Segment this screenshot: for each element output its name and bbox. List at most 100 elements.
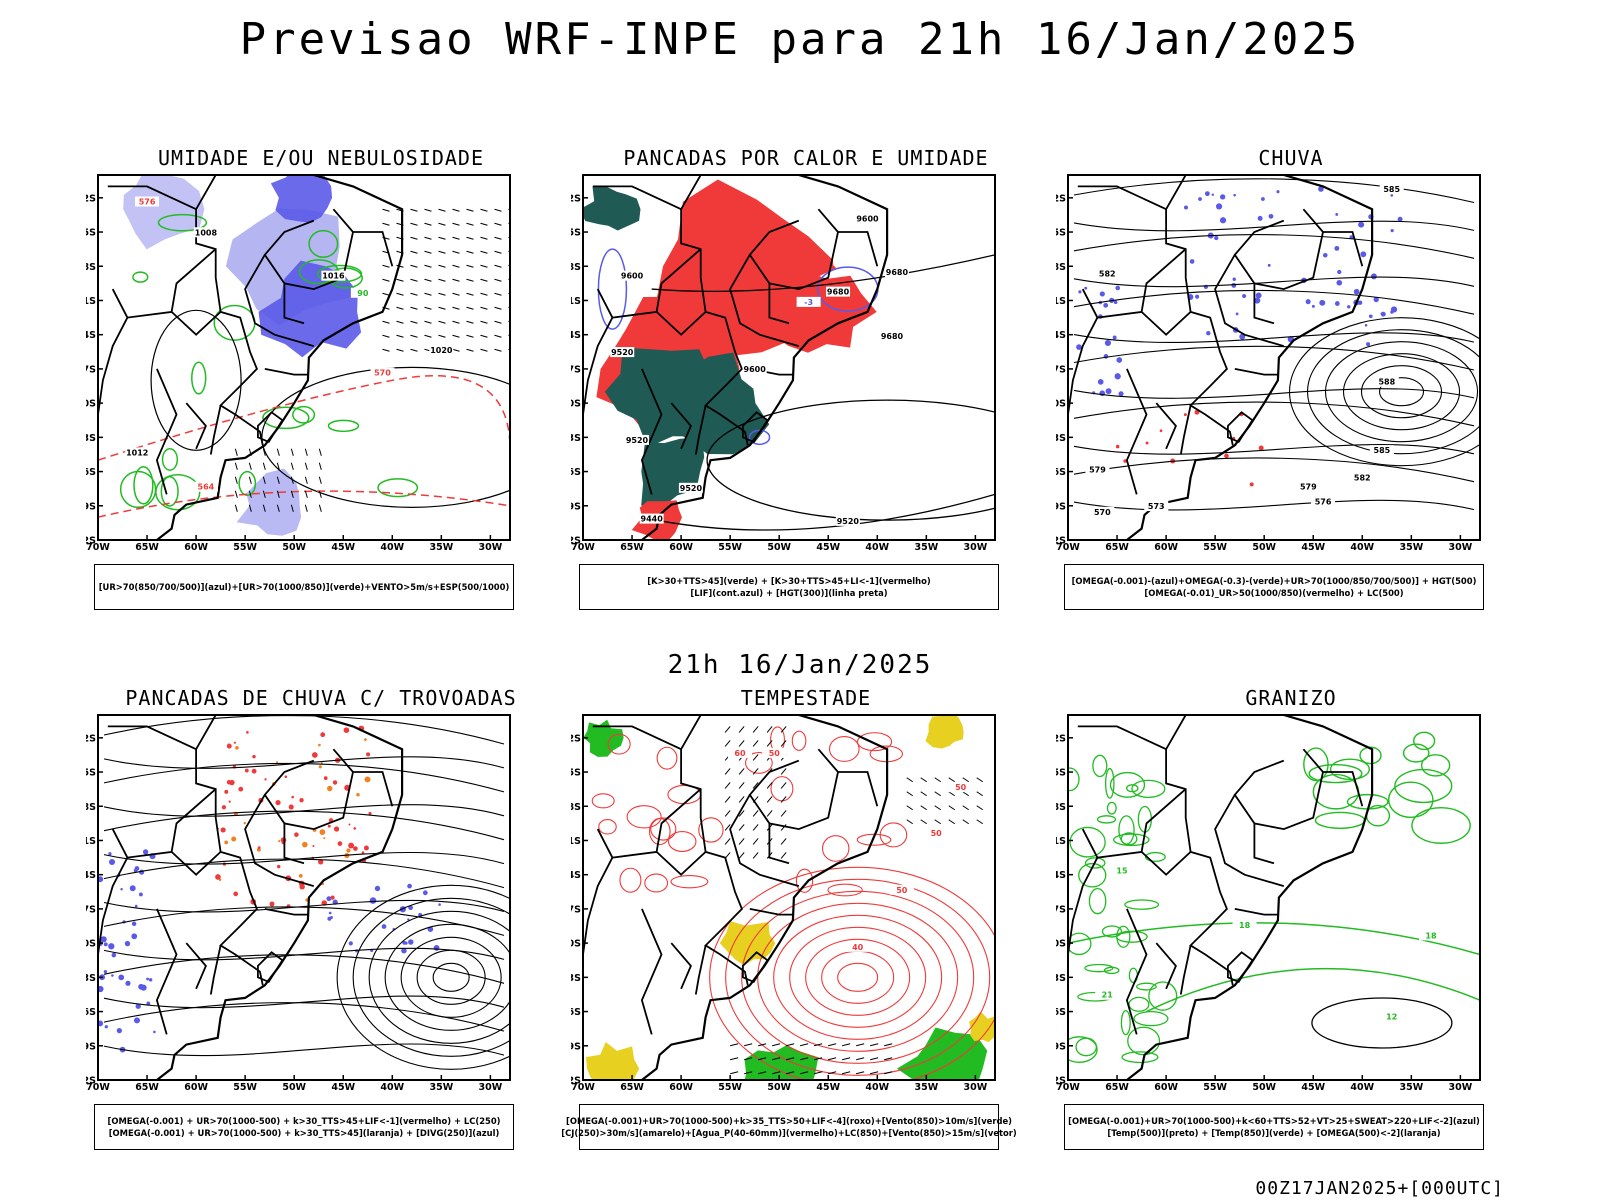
wind-vector <box>494 320 502 324</box>
divergence-dot <box>103 969 108 974</box>
convection-dot <box>318 743 321 747</box>
contour-label-bg <box>125 447 150 458</box>
map-layer: 12 18 18 15 21 <box>1068 715 1480 1080</box>
contour-line <box>316 264 363 283</box>
border-line <box>263 748 354 831</box>
lat-label: 24S <box>86 330 96 341</box>
convection-dot <box>361 851 365 854</box>
contour-label: 12 <box>1386 1012 1397 1021</box>
map-plot: 12S 15S 18S 21S 24S 27S 30S 33S 36S 39S 42S70W 65W 6… <box>86 714 511 1093</box>
lat-label: 42S <box>571 1076 581 1087</box>
wind-vector <box>410 292 418 296</box>
contour-label-bg <box>193 227 218 238</box>
wind-vector <box>766 796 773 803</box>
wind-vector <box>730 1071 739 1075</box>
contour-line <box>1075 1037 1098 1057</box>
legend-line: [Temp(500)](preto) + [Temp(850)](verde) … <box>1107 1128 1441 1138</box>
border-line <box>1077 185 1167 211</box>
lon-label: 30W <box>1449 1082 1473 1093</box>
wind-vector <box>934 819 941 825</box>
wind-vector <box>738 768 745 775</box>
wind-vector <box>870 1071 879 1075</box>
wind-vector <box>724 796 731 803</box>
shaded-area <box>583 719 624 757</box>
wind-vector <box>962 805 969 811</box>
contour-label: 1016 <box>322 272 345 281</box>
lon-label: 30W <box>1449 542 1473 553</box>
border-line <box>1068 857 1099 1080</box>
divergence-dot <box>404 941 408 945</box>
map-frame <box>582 174 996 541</box>
lon-label: 30W <box>479 1082 503 1093</box>
contour-label: 50 <box>896 886 908 895</box>
lon-label: 55W <box>233 1082 257 1093</box>
lat-label: 36S <box>1056 467 1066 478</box>
lon-label: 45W <box>816 542 840 553</box>
wind-vector <box>884 1071 893 1075</box>
wind-vector <box>780 782 787 789</box>
wind-vector <box>766 810 773 817</box>
wind-vector <box>934 791 941 797</box>
contour-line <box>191 361 207 395</box>
lat-label: 15S <box>571 228 581 239</box>
convection-dot <box>353 846 358 851</box>
contour-label-bg <box>1085 464 1110 475</box>
wind-vector <box>424 278 432 282</box>
wind-vector <box>724 768 731 775</box>
border-line <box>1140 311 1192 336</box>
convection-dot <box>348 823 351 826</box>
omega-dot <box>1114 373 1121 380</box>
border-line <box>655 311 707 336</box>
map-base <box>583 175 889 540</box>
wind-vector <box>906 805 913 811</box>
contour-line <box>821 835 850 862</box>
contour-label-bg <box>1418 930 1443 941</box>
lagoon-outline <box>1226 411 1254 444</box>
wind-vector <box>466 208 474 212</box>
divergence-dot <box>374 885 381 892</box>
wind-vector <box>318 448 322 456</box>
contour-line <box>725 878 991 1076</box>
contour-label: -3 <box>804 298 813 307</box>
wind-vector <box>438 306 446 310</box>
wind-vector <box>466 320 474 324</box>
map-frame <box>97 714 511 1081</box>
lon-label: 35W <box>429 1082 453 1093</box>
lon-label: 45W <box>1301 542 1325 553</box>
contour-line <box>1342 353 1461 431</box>
convection-dot <box>275 799 281 806</box>
wind-vector <box>424 264 432 268</box>
wind-vector <box>480 250 488 254</box>
contour-line <box>773 914 943 1040</box>
omega-dot <box>1242 293 1247 299</box>
wind-vector <box>424 306 432 310</box>
divergence-dot <box>326 896 332 902</box>
streamline <box>103 947 505 961</box>
shaded-area <box>270 175 333 223</box>
convection-dot <box>323 837 326 840</box>
wind-vector <box>522 265 529 267</box>
contour-line <box>698 817 724 843</box>
border-line <box>640 908 663 1035</box>
lon-label: 60W <box>184 542 208 553</box>
omega-dot <box>1335 212 1339 216</box>
wind-vector <box>424 222 432 226</box>
border-line <box>1233 208 1324 291</box>
border-line <box>694 945 707 995</box>
border-line <box>170 311 222 336</box>
contour-label-bg <box>884 267 909 278</box>
convection-dot <box>294 832 299 837</box>
lon-label: 50W <box>282 1082 306 1093</box>
divergence-dot <box>98 1020 104 1027</box>
panel-legend: [OMEGA(-0.001)-(azul)+OMEGA(-0.3)-(verde… <box>1064 564 1484 610</box>
wind-vector <box>786 1071 795 1075</box>
contour-line <box>1329 758 1371 781</box>
map-plot: 9600 9680 9520 9440 -3 9600 9680 9600 9680 9520 95… <box>571 174 996 553</box>
streamline <box>1073 178 1475 204</box>
contour-line <box>352 897 510 1057</box>
border-line <box>155 908 178 1035</box>
wind-vector <box>248 476 252 484</box>
contour-label-bg <box>727 747 752 758</box>
wind-vector <box>452 278 460 282</box>
contour-line <box>377 478 419 498</box>
